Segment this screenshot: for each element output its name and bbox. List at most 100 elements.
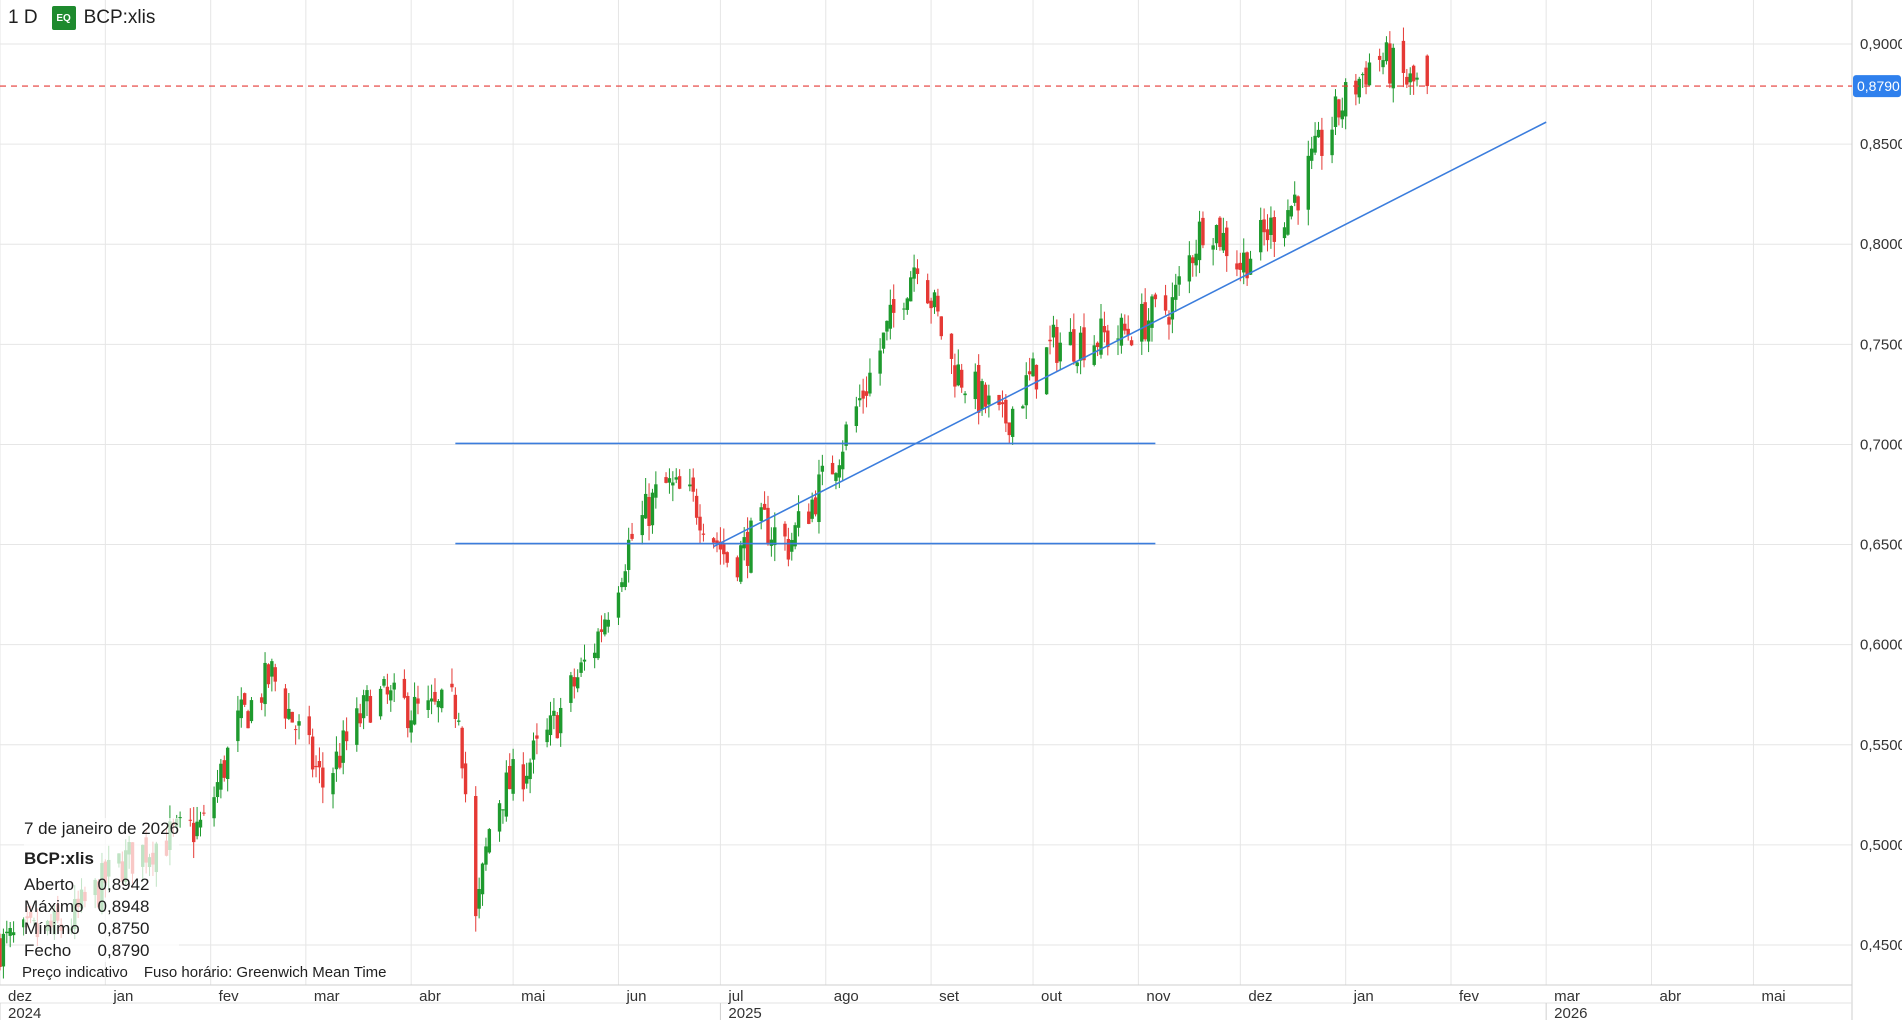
candle-body bbox=[310, 736, 315, 770]
candle-body bbox=[273, 667, 277, 682]
candle-body bbox=[1411, 65, 1416, 82]
candle-body bbox=[11, 932, 16, 936]
ohlc-symbol: BCP:xlis bbox=[24, 849, 94, 868]
candle-body bbox=[1238, 262, 1243, 270]
candle bbox=[263, 652, 267, 717]
candle bbox=[1425, 54, 1429, 95]
candle bbox=[623, 564, 627, 591]
candle bbox=[392, 673, 396, 702]
candle bbox=[987, 384, 991, 418]
candle-body bbox=[416, 698, 420, 704]
candle bbox=[1415, 72, 1419, 87]
candle-body bbox=[620, 582, 624, 588]
candle-body bbox=[572, 677, 576, 687]
candle-body bbox=[1143, 302, 1147, 340]
candle-body bbox=[1225, 227, 1229, 257]
ohlc-row-low: Mínimo 0,8750 bbox=[24, 919, 150, 938]
x-tick-label: set bbox=[939, 988, 960, 1005]
candle bbox=[222, 755, 226, 782]
candle bbox=[592, 643, 597, 669]
candle bbox=[368, 689, 373, 724]
candle bbox=[949, 333, 954, 375]
candle-body bbox=[1044, 347, 1049, 395]
candle-body bbox=[212, 797, 216, 819]
candle-body bbox=[365, 690, 369, 702]
candle bbox=[715, 532, 719, 553]
candle-body bbox=[725, 552, 729, 563]
candle-body bbox=[385, 686, 390, 695]
candle-body bbox=[1129, 340, 1134, 346]
candle bbox=[344, 717, 349, 751]
last-price-tag bbox=[1853, 75, 1901, 98]
candle-body bbox=[1218, 217, 1222, 247]
candle bbox=[807, 503, 811, 525]
candle-body bbox=[606, 619, 610, 627]
candle bbox=[745, 517, 750, 579]
candle bbox=[596, 628, 600, 661]
candle-body bbox=[198, 819, 203, 828]
candle bbox=[691, 468, 695, 502]
candle-body bbox=[480, 863, 485, 895]
candle bbox=[249, 697, 254, 724]
candle-body bbox=[1197, 221, 1202, 261]
candle bbox=[1364, 61, 1368, 95]
candle bbox=[1313, 122, 1317, 156]
interval-selector[interactable]: 1 D bbox=[8, 7, 38, 28]
candle-body bbox=[569, 675, 573, 703]
candle bbox=[1245, 251, 1249, 286]
candle bbox=[766, 495, 770, 546]
candle-body bbox=[219, 763, 223, 790]
candle-body bbox=[314, 765, 318, 768]
candle bbox=[402, 669, 407, 700]
candle-body bbox=[1034, 364, 1039, 390]
candle-body bbox=[759, 507, 763, 521]
trendlines bbox=[455, 121, 1547, 548]
x-tick-label: nov bbox=[1146, 988, 1171, 1005]
candle-body bbox=[643, 493, 648, 519]
candle bbox=[389, 685, 393, 712]
candle bbox=[1388, 31, 1392, 89]
candle bbox=[1340, 97, 1344, 128]
candle bbox=[1197, 210, 1202, 274]
candle bbox=[888, 289, 893, 340]
candles bbox=[0, 27, 1429, 979]
candle-body bbox=[1425, 55, 1429, 87]
candle bbox=[219, 758, 223, 799]
candle-body bbox=[640, 515, 644, 536]
candle bbox=[1330, 116, 1334, 164]
candle bbox=[1095, 341, 1100, 357]
candle-body bbox=[1381, 60, 1385, 68]
candle bbox=[0, 933, 2, 971]
candle bbox=[997, 394, 1001, 411]
symbol-badge[interactable]: EQ BCP:xlis bbox=[51, 6, 155, 30]
candle-body bbox=[5, 931, 9, 934]
candle-body bbox=[790, 539, 794, 552]
candle bbox=[575, 669, 580, 693]
candle-body bbox=[664, 477, 668, 483]
candle bbox=[1401, 27, 1406, 88]
candle-body bbox=[1058, 342, 1062, 362]
candle-body bbox=[820, 465, 825, 472]
candle bbox=[817, 459, 821, 534]
candle bbox=[1211, 237, 1215, 266]
candle-body bbox=[378, 688, 383, 717]
candle bbox=[283, 684, 288, 729]
candle-body bbox=[552, 710, 556, 716]
candle bbox=[582, 644, 587, 671]
candle bbox=[528, 758, 532, 794]
candle bbox=[1286, 199, 1290, 236]
candle bbox=[834, 472, 838, 490]
candle-body bbox=[766, 507, 770, 545]
x-tick-label: abr bbox=[419, 988, 441, 1005]
candle bbox=[8, 922, 12, 948]
candle-body bbox=[1078, 332, 1083, 361]
candle bbox=[643, 478, 648, 520]
candle bbox=[973, 363, 977, 410]
candle-body bbox=[1245, 252, 1249, 279]
candle bbox=[293, 725, 298, 745]
ohlc-row-close: Fecho 0,8790 bbox=[24, 941, 150, 960]
candle-body bbox=[1123, 323, 1127, 331]
candle-body bbox=[249, 700, 254, 722]
candle bbox=[355, 697, 359, 752]
